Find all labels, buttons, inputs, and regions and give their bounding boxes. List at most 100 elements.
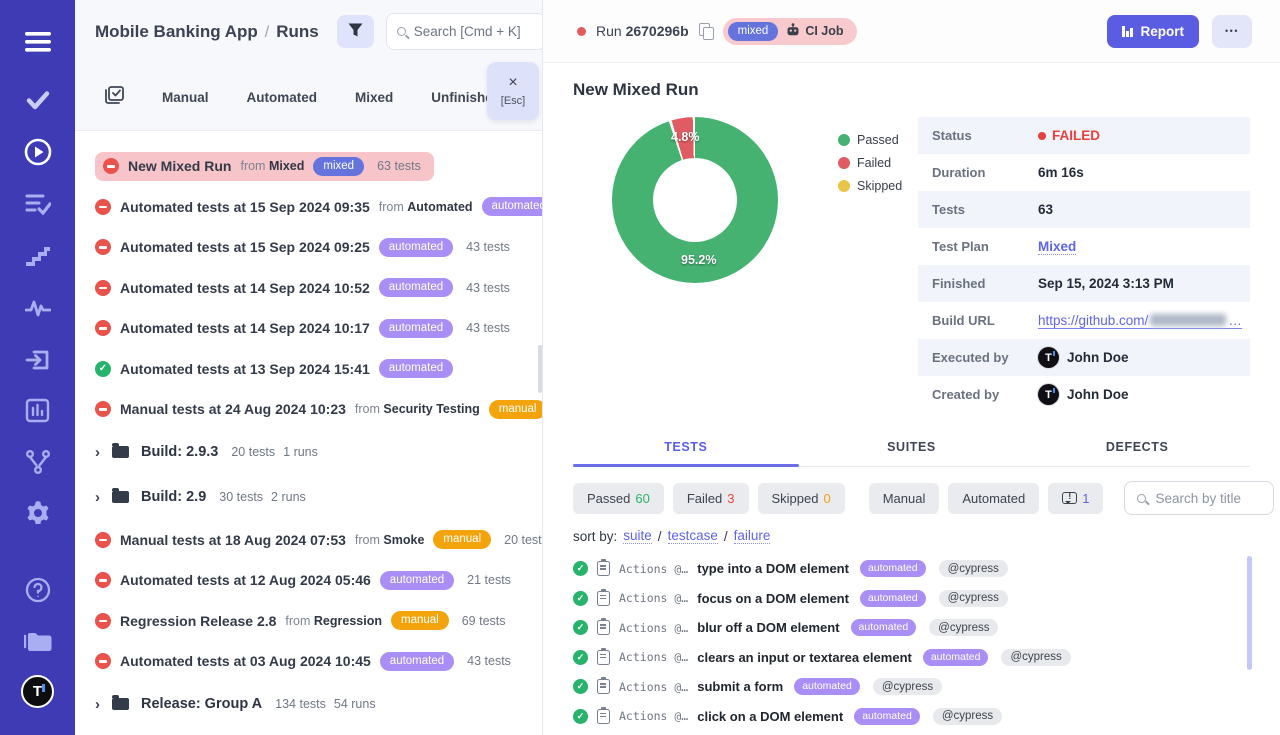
failed-legend-dot xyxy=(838,157,850,169)
test-search[interactable] xyxy=(1124,481,1275,515)
run-row-selected[interactable]: New Mixed Run from Mixed mixed 63 tests xyxy=(75,146,542,187)
run-row[interactable]: Automated tests at 14 Sep 2024 10:52 aut… xyxy=(75,268,542,309)
report-button[interactable]: Report xyxy=(1107,14,1199,48)
chevron-right-icon[interactable]: › xyxy=(95,443,100,461)
folder-icon xyxy=(112,443,129,458)
folder-icon[interactable] xyxy=(0,630,75,652)
tab-suites[interactable]: SUITES xyxy=(887,440,936,454)
sort-testcase-link[interactable]: testcase xyxy=(667,528,718,544)
steps-icon[interactable] xyxy=(0,247,75,267)
run-group-row[interactable]: › Build: 2.9 30 tests 2 runs xyxy=(95,488,306,506)
tab-unfinished[interactable]: Unfinished xyxy=(431,89,502,105)
run-row[interactable]: Automated tests at 12 Aug 2024 05:46 aut… xyxy=(75,560,542,601)
passed-status-icon xyxy=(95,360,111,377)
run-row[interactable]: Manual tests at 24 Aug 2024 10:23 from S… xyxy=(75,389,542,430)
testcase-icon xyxy=(597,618,610,636)
run-row[interactable]: Automated tests at 15 Sep 2024 09:25 aut… xyxy=(75,227,542,268)
run-row[interactable]: Automated tests at 13 Sep 2024 15:41 aut… xyxy=(75,349,542,390)
test-row[interactable]: Actions @… submit a form automated @cypr… xyxy=(573,672,1250,702)
failed-status-icon xyxy=(95,279,111,296)
tab-manual[interactable]: Manual xyxy=(162,89,209,105)
tab-defects[interactable]: DEFECTS xyxy=(1105,440,1169,454)
automated-badge: automated xyxy=(854,707,920,725)
analytics-icon[interactable] xyxy=(0,398,75,423)
avatar: T xyxy=(1038,384,1059,405)
test-row[interactable]: Actions @… type into a DOM element autom… xyxy=(573,554,1250,584)
test-row[interactable]: Actions @… clears an input or textarea e… xyxy=(573,643,1250,673)
filter-automated-button[interactable]: Automated xyxy=(948,482,1040,514)
run-type-badge: automated xyxy=(378,318,454,338)
test-search-input[interactable] xyxy=(1155,490,1261,506)
run-type-badge: automated xyxy=(378,278,454,298)
filter-manual-button[interactable]: Manual xyxy=(868,482,940,514)
run-type-badge: manual xyxy=(488,399,542,419)
run-list: New Mixed Run from Mixed mixed 63 tests … xyxy=(75,131,542,727)
chevron-right-icon[interactable]: › xyxy=(95,488,100,506)
test-row[interactable]: Actions @… click on a DOM element automa… xyxy=(573,702,1250,732)
run-row[interactable]: Automated tests at 15 Sep 2024 09:35 fro… xyxy=(75,187,542,228)
test-plan-link[interactable]: Mixed xyxy=(1038,238,1077,255)
automated-badge: automated xyxy=(859,560,926,578)
chevron-right-icon[interactable]: › xyxy=(95,695,100,713)
filter-skipped-button[interactable]: Skipped 0 xyxy=(757,482,845,514)
automated-badge: automated xyxy=(850,619,917,637)
chart-legend: Passed Failed Skipped xyxy=(838,133,902,413)
runs-list-panel: Mobile Banking App/Runs Manual Automated… xyxy=(75,0,543,735)
more-actions-button[interactable]: ••• xyxy=(1212,14,1252,48)
gear-icon[interactable] xyxy=(0,500,75,526)
build-url-link[interactable]: https://github.com/… xyxy=(1038,312,1242,329)
tab-automated[interactable]: Automated xyxy=(246,89,318,105)
git-branch-icon[interactable] xyxy=(0,449,75,475)
filter-failed-button[interactable]: Failed 3 xyxy=(672,482,749,514)
test-list: Actions @… type into a DOM element autom… xyxy=(573,554,1250,731)
run-group-row[interactable]: › Release: Group A 134 tests 54 runs xyxy=(95,695,376,713)
run-group-row[interactable]: › Build: 2.9.3 20 tests 1 runs xyxy=(95,443,318,461)
multi-select-icon[interactable] xyxy=(105,85,124,109)
list-check-icon[interactable] xyxy=(0,193,75,215)
testcase-icon xyxy=(597,706,610,724)
funnel-icon xyxy=(348,23,363,40)
runs-search[interactable] xyxy=(385,13,542,50)
left-scrollbar-thumb[interactable] xyxy=(538,345,542,393)
tab-mixed[interactable]: Mixed xyxy=(355,89,394,105)
filter-button[interactable] xyxy=(336,15,374,48)
comments-filter-button[interactable]: 1 xyxy=(1048,482,1104,514)
app-logo[interactable]: T xyxy=(0,675,75,708)
sort-suite-link[interactable]: suite xyxy=(623,528,652,544)
filter-passed-button[interactable]: Passed 60 xyxy=(573,482,664,514)
run-row[interactable]: Automated tests at 03 Aug 2024 10:45 aut… xyxy=(75,641,542,682)
test-row[interactable]: Actions @… blur off a DOM element automa… xyxy=(573,613,1250,643)
test-row[interactable]: Actions @… focus on a DOM element automa… xyxy=(573,584,1250,614)
activity-icon[interactable] xyxy=(0,298,75,318)
automated-badge: automated xyxy=(859,589,926,607)
play-circle-icon[interactable] xyxy=(0,138,75,166)
close-esc-button[interactable]: × [Esc] xyxy=(487,62,539,120)
tag-pill: @cypress xyxy=(938,589,1008,607)
robot-icon xyxy=(786,23,800,39)
run-title: New Mixed Run xyxy=(573,80,699,99)
tests-scrollbar-thumb[interactable] xyxy=(1247,556,1252,670)
failed-status-icon xyxy=(95,239,111,256)
failed-status-icon xyxy=(95,531,111,548)
run-row[interactable]: Automated tests at 14 Sep 2024 10:17 aut… xyxy=(75,308,542,349)
testcase-icon xyxy=(597,647,610,665)
breadcrumb-page: Runs xyxy=(276,21,319,41)
import-icon[interactable] xyxy=(0,348,75,372)
run-row[interactable]: Manual tests at 18 Aug 2024 07:53 from S… xyxy=(75,520,542,561)
passed-check-icon xyxy=(573,649,588,665)
run-row[interactable]: Regression Release 2.8 from Regression m… xyxy=(75,601,542,642)
failed-status-icon xyxy=(95,612,111,629)
run-type-badge: mixed xyxy=(727,21,779,41)
tab-tests[interactable]: TESTS xyxy=(573,432,799,467)
help-icon[interactable] xyxy=(0,577,75,603)
runs-search-input[interactable] xyxy=(413,24,524,39)
check-icon[interactable] xyxy=(0,90,75,110)
runs-header: Mobile Banking App/Runs Manual Automated… xyxy=(75,0,542,131)
copy-icon[interactable] xyxy=(698,23,714,40)
close-icon: × xyxy=(508,74,518,91)
search-icon xyxy=(396,27,406,36)
sort-failure-link[interactable]: failure xyxy=(733,528,771,544)
testcase-icon xyxy=(597,588,610,606)
breadcrumb-project[interactable]: Mobile Banking App xyxy=(95,21,258,41)
menu-icon[interactable] xyxy=(0,31,75,53)
